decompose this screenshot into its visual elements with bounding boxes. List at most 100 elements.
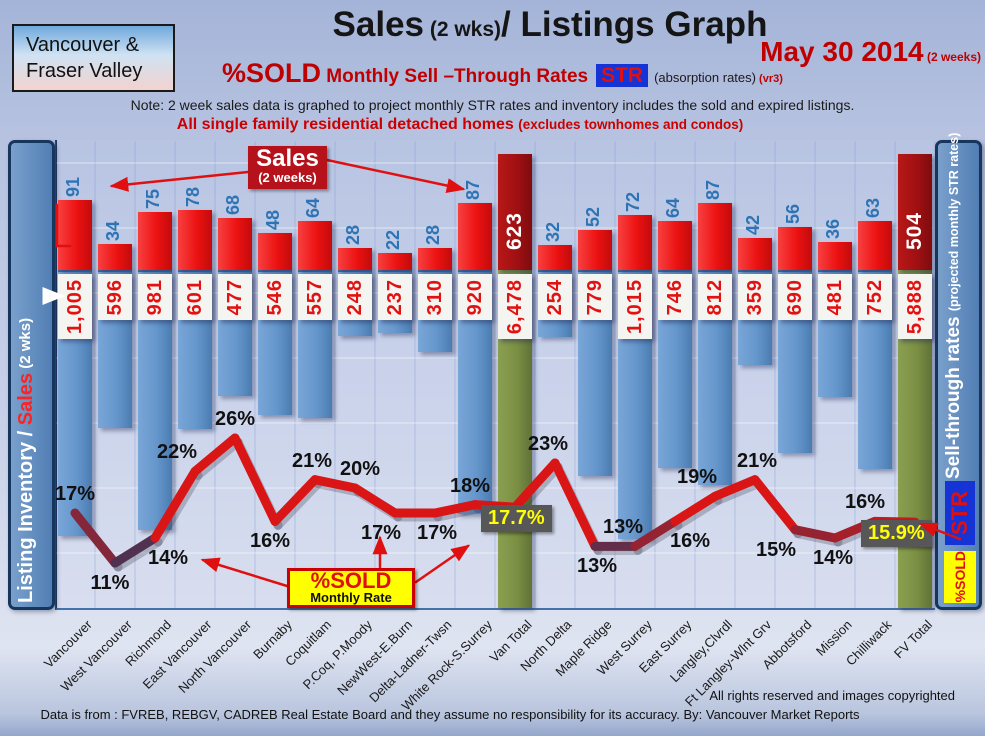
inventory-value-box: 248 (338, 274, 372, 321)
str-pct-label: 21% (736, 449, 778, 472)
sales-bar (738, 238, 772, 270)
sold-callout-sub: Monthly Rate (310, 590, 392, 605)
inventory-value-box: 481 (818, 274, 852, 321)
absorption-note: (absorption rates) (654, 70, 756, 85)
report-date: May 30 2014 (760, 36, 924, 67)
inventory-value-box: 310 (418, 274, 452, 321)
sales-bar (178, 210, 212, 270)
str-pct-label: 19% (676, 466, 718, 489)
inventory-value-box: 596 (98, 274, 132, 321)
str-pct-label: 20% (339, 458, 381, 480)
sales-bar (98, 244, 132, 270)
str-pct-label: 13% (602, 516, 644, 539)
sales-callout: Sales (2 weeks) (248, 146, 327, 189)
total-sales-bar (898, 154, 932, 270)
sales-bar (818, 242, 852, 270)
str-pct-label: 13% (576, 555, 618, 578)
sales-bar (338, 248, 372, 270)
region-line2: Fraser Valley (26, 60, 143, 82)
str-pct-label: 23% (527, 433, 569, 455)
total-sales-bar (498, 154, 532, 270)
inventory-value-box: 920 (458, 274, 492, 321)
rights-text: All rights reserved and images copyright… (709, 688, 955, 703)
sales-bar (138, 212, 172, 270)
str-pct-label: 17% (360, 522, 402, 544)
source-text: Data is from : FVREB, REBGV, CADREB Real… (40, 707, 860, 722)
sales-bar (218, 218, 252, 270)
sold-callout: %SOLD Monthly Rate (287, 568, 415, 608)
inventory-value-box: 690 (778, 274, 812, 321)
subnote-paren: (excludes townhomes and condos) (518, 117, 744, 132)
sales-bar (378, 253, 412, 270)
str-pct-label: 11% (90, 572, 130, 594)
x-axis-label: FV Total (890, 617, 935, 662)
inventory-value-box: 601 (178, 274, 212, 321)
note-line: Note: 2 week sales data is graphed to pr… (130, 97, 855, 113)
title-small: (2 wks) (424, 18, 502, 41)
title-part1: Sales (332, 5, 424, 44)
sales-bar (298, 221, 332, 270)
sales-bar (418, 248, 452, 270)
str-pct-label: 16% (669, 530, 711, 553)
subnote-line: All single family residential detached h… (0, 116, 920, 134)
str-pct-label: 26% (214, 408, 256, 430)
title-part2: / Listings Graph (501, 5, 768, 44)
date-suffix: (2 weeks) (923, 50, 981, 64)
date-line: May 30 2014 (2 weeks) (760, 36, 981, 68)
sales-bar (698, 203, 732, 270)
inventory-value-box: 359 (738, 274, 772, 321)
sales-bar (58, 200, 92, 270)
inventory-value-box: 546 (258, 274, 292, 321)
region-box: Vancouver & Fraser Valley (12, 24, 175, 92)
inventory-value-box: 981 (138, 274, 172, 321)
inventory-value-box: 254 (538, 274, 572, 321)
str-pct-label: 16% (844, 491, 886, 514)
str-pct-label: 18% (449, 474, 491, 497)
sold-axis-badge: %SOLD (944, 551, 976, 603)
sales-bar (658, 221, 692, 270)
sales-bar (458, 203, 492, 270)
x-axis-label: North Vancouver (175, 617, 255, 696)
inventory-value-box: 752 (858, 274, 892, 321)
sales-bar (618, 215, 652, 270)
str-badge: STR (596, 64, 649, 87)
region-line1: Vancouver & (26, 34, 140, 56)
subtitle-pct: %SOLD (222, 58, 322, 88)
str-pct-label: 17% (54, 483, 96, 505)
inventory-value-box: 1,015 (618, 274, 652, 340)
subtitle: %SOLD Monthly Sell –Through Rates STR (abs… (222, 58, 783, 89)
sales-bar (578, 230, 612, 270)
sales-callout-sub: (2 weeks) (258, 170, 317, 185)
inventory-value-box: 812 (698, 274, 732, 321)
str-pct-label: 16% (249, 530, 291, 553)
subtitle-rest: Monthly Sell –Through Rates (321, 66, 589, 87)
str-pct-label: 22% (156, 441, 198, 464)
inventory-value-box: 779 (578, 274, 612, 321)
str-pct-label: 14% (812, 547, 854, 569)
str-pct-label: 14% (147, 547, 189, 569)
inventory-value-box: 5,888 (898, 274, 932, 340)
page-title: Sales (2 wks)/ Listings Graph (180, 5, 920, 45)
str-pct-label: 21% (291, 449, 333, 472)
version-tag: (vr3) (755, 73, 783, 85)
str-total-box: 17.7% (481, 505, 552, 533)
sales-bar (858, 221, 892, 270)
inventory-value-box: 746 (658, 274, 692, 321)
sales-bar (258, 233, 292, 270)
sold-callout-title: %SOLD (310, 568, 392, 593)
str-pct-label: 15% (755, 538, 797, 561)
inventory-value-box: 557 (298, 274, 332, 321)
str-pct-label: 17% (416, 522, 458, 544)
inventory-value-box: 6,478 (498, 274, 532, 340)
inventory-value-box: 1,005 (58, 274, 92, 340)
sales-bar (778, 227, 812, 270)
right-axis-panel: Sell-through rates (projected monthly ST… (935, 133, 982, 610)
sales-callout-title: Sales (256, 145, 319, 172)
inventory-value-box: 237 (378, 274, 412, 321)
inventory-value-box: 477 (218, 274, 252, 321)
subnote-text: All single family residential detached h… (176, 116, 519, 133)
